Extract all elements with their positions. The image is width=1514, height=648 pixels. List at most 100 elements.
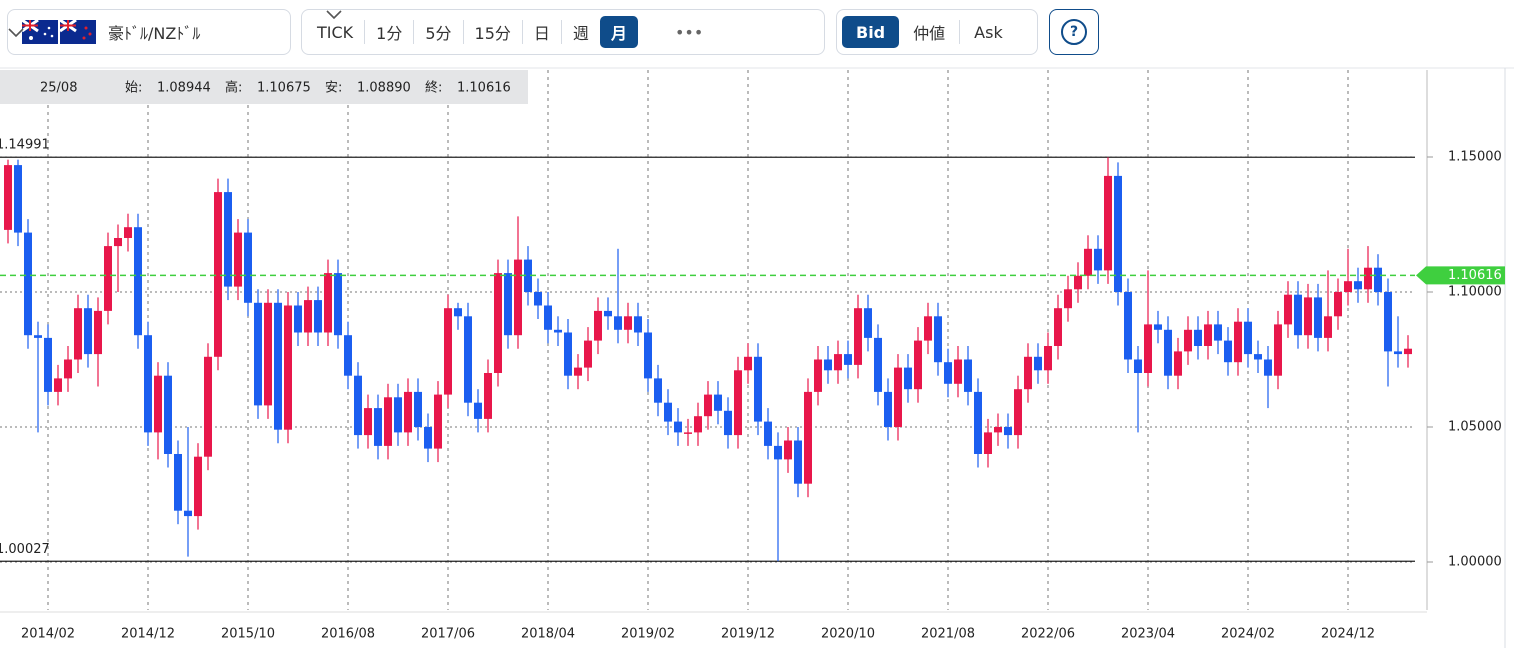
- candle-body: [254, 302, 262, 406]
- x-tick-label: 2019/02: [621, 627, 675, 642]
- candle-body: [904, 367, 912, 390]
- candle-body: [754, 356, 762, 422]
- candle-body: [1134, 359, 1142, 373]
- candle-body: [764, 421, 772, 446]
- candle-body: [924, 316, 932, 341]
- low-line-label: 1.00027: [0, 542, 50, 557]
- candle-body: [594, 310, 602, 341]
- candle-body: [564, 332, 572, 376]
- candle-body: [144, 335, 152, 433]
- candle-body: [1154, 324, 1162, 330]
- candle-body: [404, 391, 412, 433]
- info-label: 安:: [325, 81, 342, 96]
- candle-body: [604, 310, 612, 317]
- candle-body: [984, 432, 992, 454]
- separator: [462, 20, 464, 44]
- candle-body: [504, 273, 512, 336]
- candle-body: [1254, 354, 1262, 360]
- info-value: 1.10675: [257, 81, 311, 96]
- x-tick-label: 2016/08: [321, 627, 375, 642]
- current-price-tag: [1416, 266, 1505, 285]
- candle-body: [204, 356, 212, 457]
- candle-body: [1174, 351, 1182, 376]
- info-value: 1.08890: [357, 81, 411, 96]
- candle-body: [484, 372, 492, 419]
- interval-button[interactable]: 日: [533, 24, 550, 43]
- price-button[interactable]: Ask: [974, 22, 1003, 42]
- y-tick-label: 1.05000: [1448, 419, 1502, 434]
- high-line-label: 1.14991: [0, 138, 50, 153]
- x-tick-label: 2018/04: [521, 627, 575, 642]
- candle-body: [1224, 340, 1232, 363]
- separator: [959, 20, 961, 44]
- x-tick-label: 2019/12: [721, 627, 775, 642]
- candle-body: [1244, 321, 1252, 355]
- candle-body: [1294, 294, 1302, 336]
- price-type-bar: Bid 仲値 Ask: [836, 9, 1038, 55]
- pair-selector[interactable]: 豪ﾄﾞﾙ/NZﾄﾞﾙ: [7, 9, 291, 55]
- candle-body: [964, 359, 972, 392]
- candle-body: [14, 165, 22, 233]
- candle-body: [1324, 316, 1332, 338]
- interval-button[interactable]: 週: [572, 24, 589, 43]
- candle-body: [324, 273, 332, 333]
- info-label: 高:: [225, 80, 242, 96]
- candle-body: [1064, 289, 1072, 309]
- candle-body: [634, 316, 642, 333]
- candle-body: [1394, 351, 1402, 355]
- flags: [22, 19, 96, 44]
- candle-body: [1004, 426, 1012, 436]
- price-button[interactable]: Bid: [842, 16, 900, 48]
- candle-body: [674, 421, 682, 433]
- candle-body: [694, 416, 702, 433]
- price-button[interactable]: 仲値: [913, 24, 946, 43]
- candle-body: [1314, 297, 1322, 338]
- interval-button[interactable]: 15分: [474, 24, 511, 43]
- candle-body: [804, 391, 812, 484]
- candle-body: [844, 354, 852, 365]
- x-tick-label: 2017/06: [421, 627, 475, 642]
- candle-body: [1194, 329, 1202, 346]
- candle-body: [174, 453, 182, 511]
- candle-body: [1374, 267, 1382, 292]
- candle-body: [214, 192, 222, 357]
- candle-body: [684, 432, 692, 434]
- candle-body: [394, 397, 402, 433]
- candle-body: [704, 394, 712, 417]
- candle-body: [84, 308, 92, 355]
- interval-button[interactable]: 1分: [376, 24, 403, 43]
- candle-body: [724, 410, 732, 436]
- interval-button[interactable]: TICK: [317, 22, 354, 42]
- candle-body: [1214, 324, 1222, 341]
- candle-body: [64, 359, 72, 379]
- candle-body: [1014, 389, 1022, 436]
- help-icon: ?: [1061, 19, 1087, 45]
- candle-body: [1034, 356, 1042, 371]
- candle-body: [164, 375, 172, 454]
- help-button[interactable]: ?: [1049, 9, 1099, 55]
- y-tick-label: 1.10000: [1448, 284, 1502, 299]
- interval-button[interactable]: 5分: [425, 24, 452, 43]
- candle-body: [584, 340, 592, 368]
- info-value: 1.10616: [457, 81, 511, 96]
- candle-body: [124, 227, 132, 238]
- candle-body: [834, 354, 842, 371]
- candle-body: [1164, 329, 1172, 376]
- candle-body: [1094, 248, 1102, 271]
- candle-body: [1284, 294, 1292, 325]
- interval-button[interactable]: 月: [599, 16, 638, 48]
- candle-body: [424, 426, 432, 449]
- candle-body: [944, 362, 952, 384]
- candle-body: [74, 308, 82, 360]
- info-label: 始:: [125, 81, 142, 96]
- x-tick-label: 2015/10: [221, 627, 275, 642]
- more-button[interactable]: •••: [674, 22, 704, 42]
- candle-body: [994, 426, 1002, 433]
- candle-body: [1404, 348, 1412, 355]
- x-tick-label: 2023/04: [1121, 627, 1175, 642]
- candle-body: [914, 340, 922, 390]
- candle-body: [1234, 321, 1242, 363]
- candle-body: [304, 300, 312, 333]
- candle-body: [814, 359, 822, 392]
